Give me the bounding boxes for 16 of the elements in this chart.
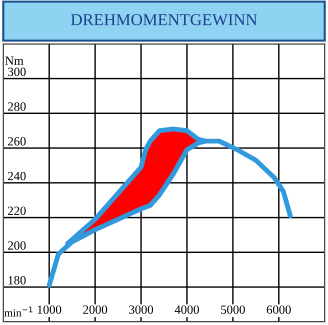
y-tick-label: 180 [8, 276, 26, 284]
y-tick-label: 200 [8, 241, 26, 250]
y-tick-label: 240 [8, 172, 26, 180]
y-axis-title: Nm [5, 56, 24, 65]
x-tick-label: 5000 [221, 305, 245, 314]
x-tick-label: 4000 [174, 305, 199, 314]
y-tick-label: 260 [8, 137, 26, 146]
y-tick-label: 300 [8, 68, 26, 76]
y-tick-label: 220 [8, 206, 26, 216]
x-tick-label: 3000 [129, 305, 154, 314]
x-tick-label: 6000 [266, 305, 291, 314]
x-axis-title: min$^{−1}$ [4, 306, 32, 317]
x-tick-label: 1000 [38, 305, 62, 314]
y-tick-label: 280 [8, 102, 26, 111]
chart-title: DREHMOMENTGEWINN [70, 14, 258, 26]
x-tick-label: 2000 [83, 305, 108, 314]
